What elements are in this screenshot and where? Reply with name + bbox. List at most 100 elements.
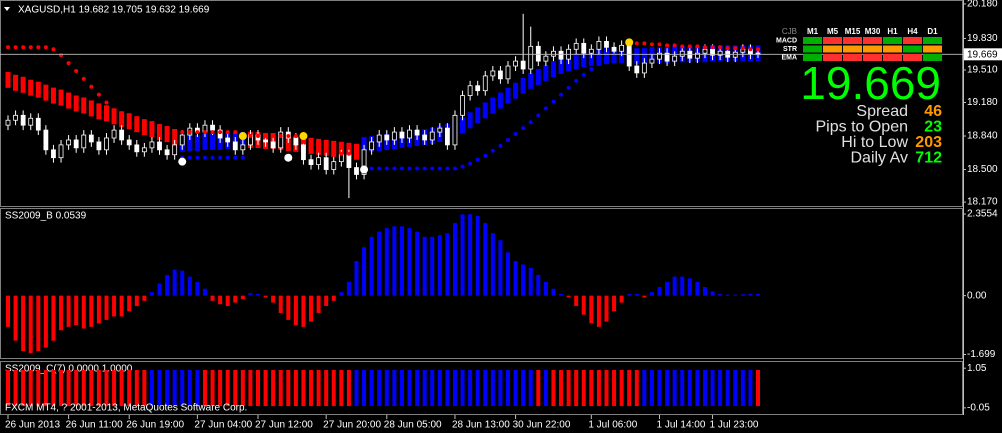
state-bar (263, 370, 268, 407)
histogram-bar (581, 295, 586, 315)
state-bar (733, 370, 738, 407)
panel-cell (843, 37, 862, 44)
stop-dot (142, 128, 147, 133)
stop-dot (187, 155, 192, 160)
state-bar (415, 370, 420, 407)
stop-dot (468, 161, 473, 166)
candle-body (43, 129, 49, 151)
stop-dot (490, 148, 495, 153)
state-bar (157, 370, 162, 407)
panel-row-label: STR (783, 46, 797, 53)
histogram-bar (551, 288, 556, 296)
candle-body (475, 85, 481, 92)
panel-column: M1 (807, 27, 819, 36)
candle-body (293, 137, 299, 146)
stop-dot (112, 108, 117, 113)
histogram-bar (256, 293, 260, 296)
panel-cell (843, 54, 862, 61)
histogram-bar (354, 261, 359, 296)
trend-band (50, 87, 56, 104)
stop-dot (733, 46, 738, 51)
trend-band (202, 133, 208, 150)
trend-band (66, 92, 72, 109)
candle-body (384, 134, 390, 141)
state-bar (619, 370, 624, 407)
price-label: 19.669 (967, 49, 998, 60)
stat-value: 23 (924, 119, 942, 136)
histogram-bar (748, 293, 753, 296)
histogram-bar (278, 295, 283, 313)
menu-arrow[interactable] (4, 7, 10, 11)
candle-body (467, 85, 473, 97)
panel-column: M30 (865, 27, 881, 36)
y-tick-label: 18.840 (967, 131, 998, 142)
candle-body (301, 144, 306, 161)
stop-dot (195, 130, 200, 135)
histogram-bar (346, 281, 351, 296)
candle-body (422, 134, 428, 141)
trend-band (467, 112, 473, 129)
state-bar (256, 370, 260, 407)
trend-band (520, 77, 526, 94)
y-tick-label: -1.699 (967, 349, 996, 360)
histogram-bar (225, 295, 230, 307)
stop-dot (581, 72, 586, 77)
x-tick-label: 28 Jun 13:00 (452, 420, 510, 431)
stop-dot (233, 130, 238, 135)
indicator-b-frame (0, 208, 963, 359)
state-bar (589, 370, 594, 407)
histogram-bar (589, 295, 594, 324)
histogram-bar (665, 281, 670, 296)
trend-band (331, 140, 337, 157)
state-bar (452, 370, 457, 407)
stop-dot (225, 155, 230, 160)
trend-band (172, 129, 178, 146)
histogram-bar (172, 269, 177, 296)
stop-dot (256, 134, 260, 139)
candle-body (66, 139, 72, 146)
y-tick-label: 20.180 (967, 0, 998, 10)
stop-dot (6, 45, 10, 50)
state-bar (278, 370, 283, 407)
stop-dot (301, 139, 306, 144)
panel-cell (863, 54, 882, 61)
state-bar (233, 370, 238, 407)
panel-column: D1 (927, 27, 938, 36)
histogram-bar (490, 233, 495, 296)
histogram-bar (309, 295, 314, 322)
histogram-bar (687, 278, 692, 296)
state-bar (445, 370, 450, 407)
stop-dot (354, 151, 359, 156)
state-bar (66, 370, 71, 407)
state-bar (202, 370, 207, 407)
candle-body (619, 44, 625, 52)
histogram-bar (596, 295, 601, 327)
histogram-bar (559, 293, 564, 296)
main-pane-frame (0, 0, 963, 207)
state-bar (309, 370, 314, 407)
histogram-bar (218, 295, 223, 305)
candle-body (316, 157, 322, 166)
stop-dot (407, 166, 412, 171)
histogram-bar (612, 295, 617, 312)
candle-body (278, 131, 284, 149)
panel-cell (903, 54, 922, 61)
histogram-bar (127, 295, 132, 312)
stop-dot (157, 130, 162, 135)
trend-band (5, 71, 11, 88)
state-bar (596, 370, 601, 407)
histogram-bar (331, 295, 336, 301)
state-bar (695, 370, 700, 407)
state-bar (551, 370, 556, 407)
trend-band (482, 102, 488, 119)
stop-dot (657, 42, 662, 47)
histogram-bar (468, 214, 473, 296)
histogram-bar (81, 295, 86, 329)
panel-column: M5 (827, 27, 839, 36)
stop-dot (589, 66, 594, 71)
stop-dot (59, 53, 64, 58)
trend-band (35, 81, 41, 98)
candle-body (558, 50, 564, 60)
state-bar (642, 370, 647, 407)
histogram-bar (619, 295, 624, 303)
